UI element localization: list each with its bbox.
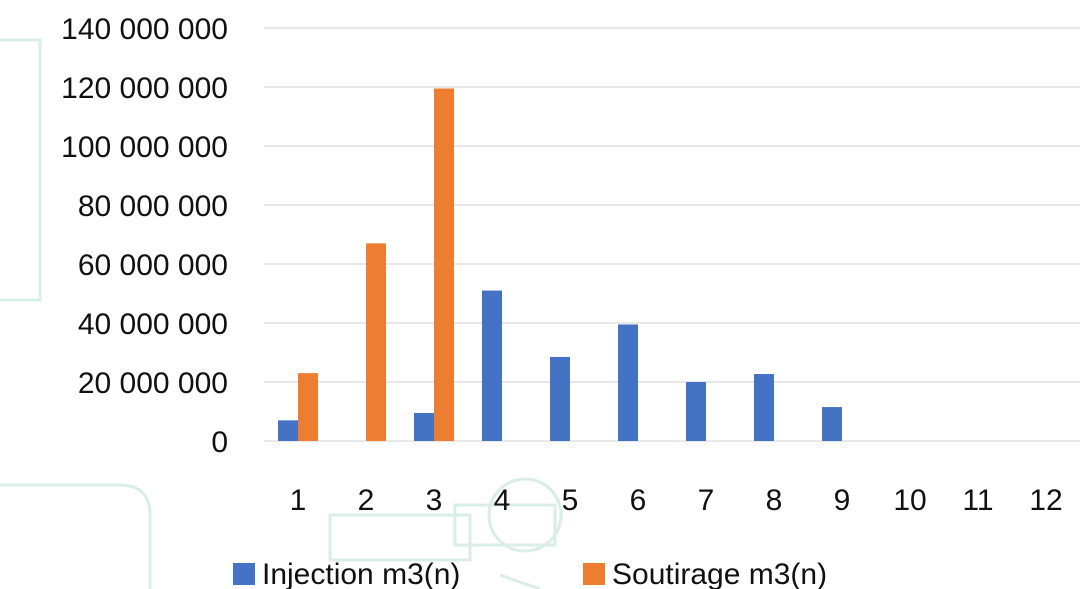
y-tick-label: 100 000 000 xyxy=(61,131,228,164)
x-tick-label: 10 xyxy=(893,484,926,517)
legend-swatch-soutirage xyxy=(583,563,605,585)
x-tick-label: 5 xyxy=(562,484,579,517)
bar-injection-6 xyxy=(618,324,638,441)
x-tick-label: 2 xyxy=(358,484,375,517)
y-tick-label: 140 000 000 xyxy=(61,13,228,46)
x-tick-label: 7 xyxy=(698,484,715,517)
background-decoration xyxy=(0,38,563,589)
y-axis-ticks: 0 20 000 000 40 000 000 60 000 000 80 000 00… xyxy=(61,13,228,459)
x-axis-ticks: 1 2 3 4 5 6 7 8 9 10 11 12 xyxy=(290,484,1063,517)
x-tick-label: 6 xyxy=(630,484,647,517)
x-tick-label: 8 xyxy=(766,484,783,517)
legend-swatch-injection xyxy=(233,563,255,585)
bar-injection-7 xyxy=(686,382,706,441)
bar-soutirage-3 xyxy=(434,88,454,441)
legend: Injection m3(n) Soutirage m3(n) xyxy=(233,558,827,589)
x-tick-label: 9 xyxy=(834,484,851,517)
bar-injection-4 xyxy=(482,290,502,441)
y-tick-label: 40 000 000 xyxy=(78,308,228,341)
bar-injection-1 xyxy=(278,420,298,441)
bars xyxy=(278,88,842,441)
bar-injection-3 xyxy=(414,412,434,441)
x-tick-label: 1 xyxy=(290,484,307,517)
x-tick-label: 4 xyxy=(494,484,511,517)
gridlines xyxy=(264,27,1080,442)
y-tick-label: 0 xyxy=(211,426,228,459)
y-tick-label: 80 000 000 xyxy=(78,190,228,223)
y-tick-label: 60 000 000 xyxy=(78,249,228,282)
bar-injection-5 xyxy=(550,356,570,441)
x-tick-label: 11 xyxy=(962,484,993,517)
y-tick-label: 20 000 000 xyxy=(78,367,228,400)
legend-label-injection: Injection m3(n) xyxy=(262,558,460,589)
x-tick-label: 3 xyxy=(426,484,443,517)
bar-injection-8 xyxy=(754,374,774,441)
y-tick-label: 120 000 000 xyxy=(61,72,228,105)
legend-label-soutirage: Soutirage m3(n) xyxy=(612,558,827,589)
bar-soutirage-1 xyxy=(298,373,318,441)
bar-injection-9 xyxy=(822,407,842,441)
bar-soutirage-2 xyxy=(366,243,386,441)
x-tick-label: 12 xyxy=(1029,484,1062,517)
